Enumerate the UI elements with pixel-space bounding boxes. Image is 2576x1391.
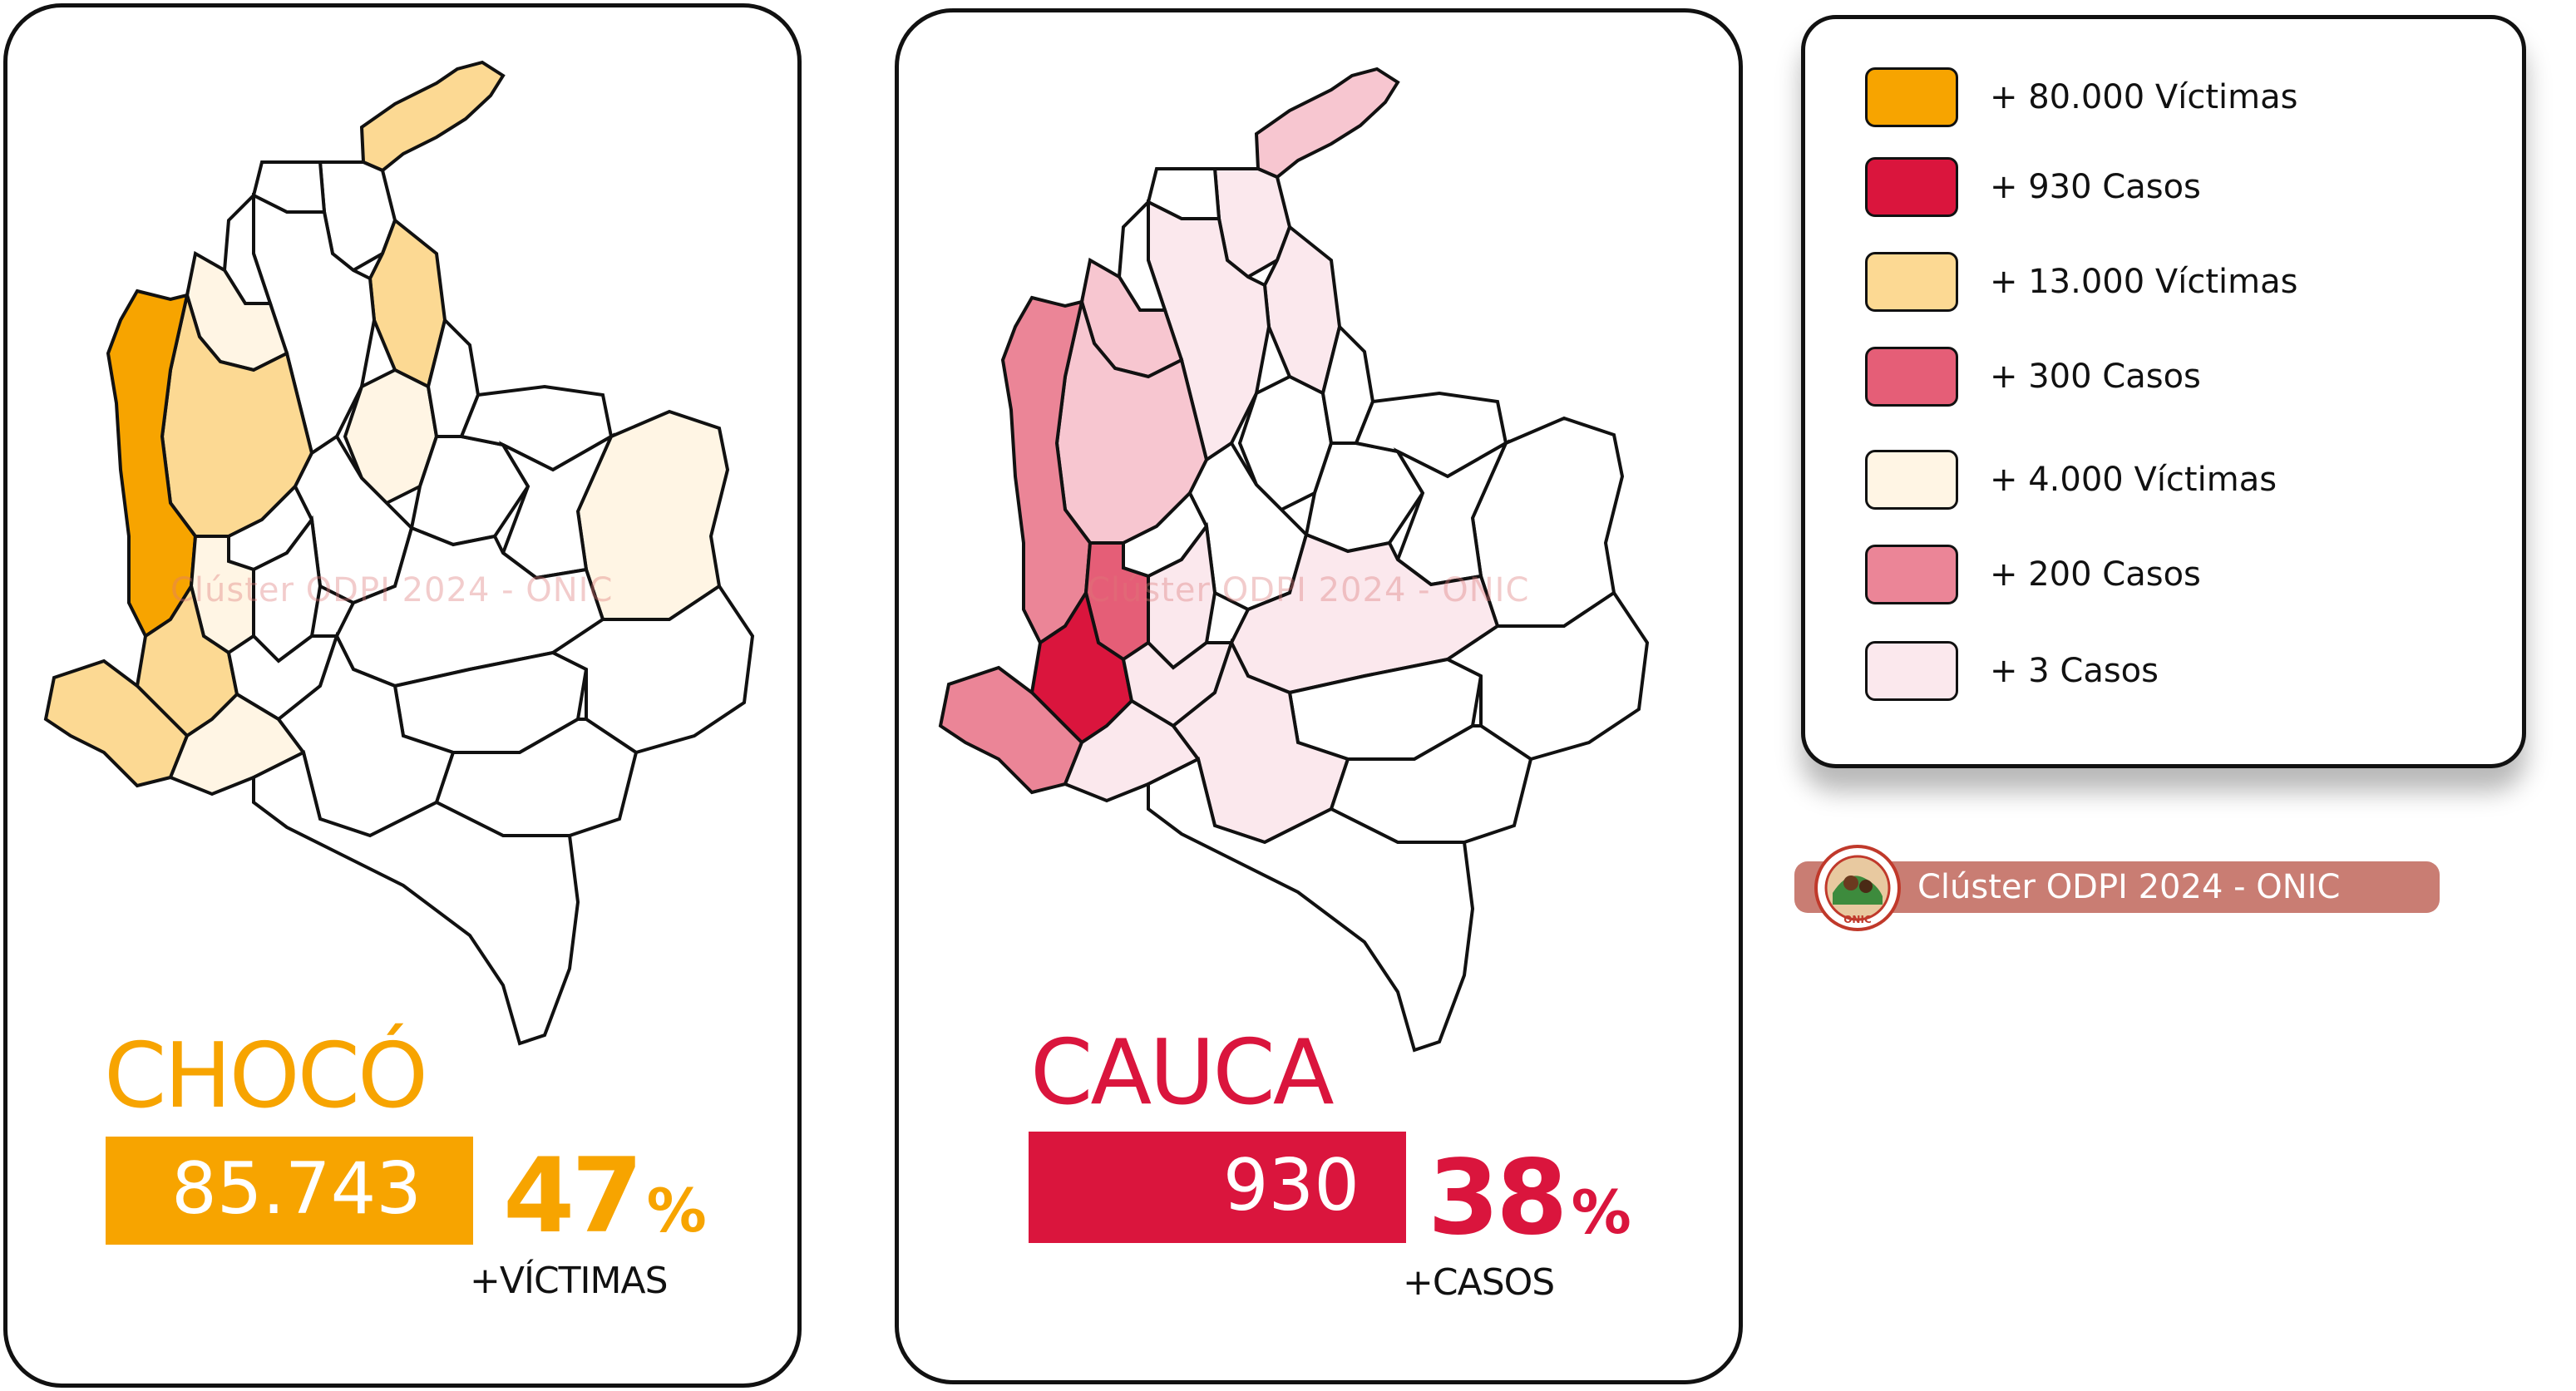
region-amazonas bbox=[1147, 757, 1475, 1053]
cases-caption: +CASOS bbox=[1403, 1261, 1555, 1304]
legend-label: + 200 Casos bbox=[1990, 555, 2201, 594]
department-title-cauca: CAUCA bbox=[1030, 1021, 1335, 1125]
cases-value: 930 bbox=[1029, 1132, 1406, 1243]
legend-item: + 80.000 Víctimas bbox=[1865, 66, 2298, 129]
legend-label: + 3 Casos bbox=[1990, 652, 2159, 690]
department-title-choco: CHOCÓ bbox=[104, 1024, 428, 1128]
legend-label: + 80.000 Víctimas bbox=[1990, 78, 2298, 116]
legend-swatch bbox=[1865, 450, 1958, 510]
onic-seal-icon: ONIC bbox=[1814, 845, 1901, 931]
legend-swatch bbox=[1865, 545, 1958, 604]
victims-percentage: 47% bbox=[503, 1145, 707, 1248]
region-amazonas bbox=[252, 750, 580, 1046]
legend-item: + 4.000 Víctimas bbox=[1865, 448, 2277, 511]
percent-value: 47 bbox=[503, 1137, 644, 1256]
region-guainia bbox=[1444, 590, 1650, 762]
colombia-map-victims bbox=[43, 60, 755, 1046]
legend-item: + 13.000 Víctimas bbox=[1865, 250, 2298, 313]
legend-label: + 4.000 Víctimas bbox=[1990, 461, 2277, 499]
cauca-card: Clúster ODPI 2024 - ONIC CAUCA 930 38% +… bbox=[895, 8, 1743, 1384]
victims-value: 85.743 bbox=[106, 1137, 473, 1245]
credit-text: Clúster ODPI 2024 - ONIC bbox=[1917, 868, 2341, 906]
legend-item: + 300 Casos bbox=[1865, 345, 2201, 408]
percent-sign: % bbox=[1571, 1177, 1631, 1247]
legend-swatch bbox=[1865, 157, 1958, 217]
choco-card: Clúster ODPI 2024 - ONIC CHOCÓ 85.743 47… bbox=[3, 3, 802, 1388]
watermark: Clúster ODPI 2024 - ONIC bbox=[170, 571, 614, 609]
legend-swatch bbox=[1865, 347, 1958, 407]
region-guajira bbox=[1254, 67, 1400, 180]
legend-item: + 3 Casos bbox=[1865, 639, 2159, 703]
legend-label: + 13.000 Víctimas bbox=[1990, 263, 2298, 301]
watermark: Clúster ODPI 2024 - ONIC bbox=[1087, 571, 1530, 609]
legend-swatch bbox=[1865, 641, 1958, 701]
credit-badge: ONIC Clúster ODPI 2024 - ONIC bbox=[1794, 845, 2440, 931]
colombia-map-cases bbox=[938, 67, 1650, 1053]
cases-percentage: 38% bbox=[1428, 1147, 1631, 1250]
legend-item: + 200 Casos bbox=[1865, 543, 2201, 606]
percent-value: 38 bbox=[1428, 1138, 1568, 1258]
legend-label: + 300 Casos bbox=[1990, 358, 2201, 396]
logo-text: ONIC bbox=[1843, 914, 1872, 925]
legend-swatch bbox=[1865, 67, 1958, 127]
legend-label: + 930 Casos bbox=[1990, 168, 2201, 206]
legend-item: + 930 Casos bbox=[1865, 155, 2201, 219]
victims-caption: +VÍCTIMAS bbox=[470, 1260, 669, 1302]
percent-sign: % bbox=[646, 1176, 707, 1245]
legend-swatch bbox=[1865, 252, 1958, 312]
region-guainia bbox=[550, 584, 755, 755]
region-guajira bbox=[359, 60, 506, 173]
map-legend: + 80.000 Víctimas + 930 Casos + 13.000 V… bbox=[1801, 15, 2526, 768]
